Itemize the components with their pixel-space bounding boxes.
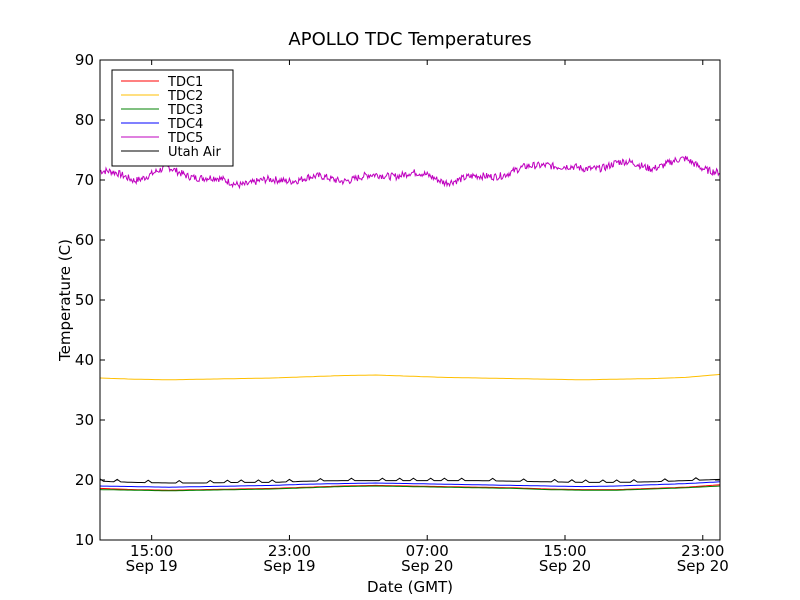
y-tick-label: 70 <box>75 171 94 189</box>
series-line-tdc5 <box>100 155 720 190</box>
y-tick-label: 20 <box>75 471 94 489</box>
series-layer <box>100 155 720 492</box>
legend-label: TDC3 <box>167 103 203 118</box>
legend-label: TDC5 <box>167 131 203 146</box>
chart-title: APOLLO TDC Temperatures <box>288 29 531 50</box>
legend-label: TDC4 <box>167 117 203 132</box>
x-axis-label: Date (GMT) <box>367 578 453 596</box>
series-line-tdc1 <box>100 484 720 491</box>
x-tick-label-time: 23:00 <box>268 542 311 560</box>
y-tick-label: 90 <box>75 51 94 69</box>
x-tick-label-time: 23:00 <box>681 542 724 560</box>
y-tick-label: 60 <box>75 231 94 249</box>
x-tick-label-date: Sep 19 <box>263 557 315 575</box>
y-tick-label: 50 <box>75 291 94 309</box>
legend-label: Utah Air <box>168 145 221 160</box>
x-tick-label-date: Sep 20 <box>539 557 591 575</box>
series-line-utah-air <box>100 477 720 484</box>
legend-box <box>111 69 234 167</box>
series-line-tdc2 <box>100 373 720 381</box>
series-line-tdc4 <box>100 481 720 488</box>
y-tick-label: 80 <box>75 111 94 129</box>
x-tick-label-time: 07:00 <box>406 542 449 560</box>
y-tick-label: 30 <box>75 411 94 429</box>
y-tick-label: 40 <box>75 351 94 369</box>
x-tick-label-date: Sep 20 <box>677 557 729 575</box>
series-line-tdc3 <box>100 485 720 492</box>
y-axis: 10 20 30 40 50 60 70 80 90 <box>75 51 720 549</box>
x-tick-label-time: 15:00 <box>543 542 586 560</box>
legend-label: TDC2 <box>167 89 203 104</box>
y-tick-label: 10 <box>75 531 94 549</box>
x-tick-label-time: 15:00 <box>130 542 173 560</box>
x-tick-label-date: Sep 20 <box>401 557 453 575</box>
legend-label: TDC1 <box>167 75 203 90</box>
x-tick-label-date: Sep 19 <box>126 557 178 575</box>
y-axis-label: Temperature (C) <box>56 239 74 362</box>
